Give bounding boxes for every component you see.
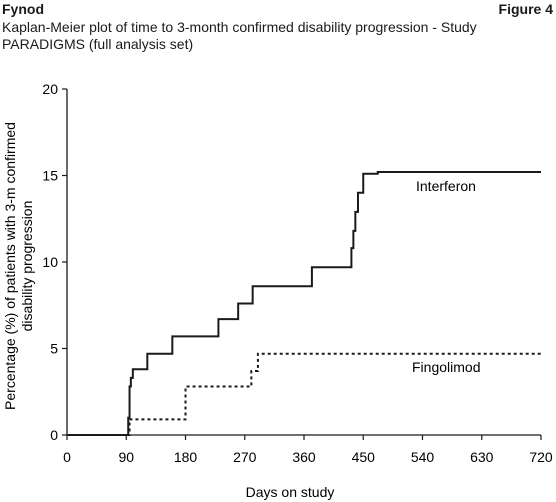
y-axis-label-line-1: Percentage (%) of patients with 3-m conf… <box>2 122 18 410</box>
x-tick-label-0: 0 <box>63 449 71 465</box>
x-axis-label: Days on study <box>246 484 335 500</box>
chart-caption: Kaplan-Meier plot of time to 3-month con… <box>2 19 532 53</box>
y-axis-label-line-2: disability progression <box>19 201 35 332</box>
caption-line-2: PARADIGMS (full analysis set) <box>2 36 194 52</box>
x-tick-label-90: 90 <box>118 449 134 465</box>
y-ticks: 0 5 10 15 20 <box>42 81 67 443</box>
axes <box>66 89 541 436</box>
y-tick-label-20: 20 <box>42 81 58 97</box>
y-tick-label-0: 0 <box>50 427 58 443</box>
series-line-fingolimod <box>67 352 541 436</box>
x-tick-label-540: 540 <box>411 449 435 465</box>
x-tick-label-360: 360 <box>292 449 316 465</box>
series-group <box>67 171 541 436</box>
x-tick-label-630: 630 <box>470 449 494 465</box>
y-tick-label-10: 10 <box>42 254 58 270</box>
brand-label: Fynod <box>2 1 44 17</box>
x-tick-label-720: 720 <box>529 449 553 465</box>
caption-line-1: Kaplan-Meier plot of time to 3-month con… <box>2 19 477 35</box>
figure-label: Figure 4 <box>498 1 553 17</box>
y-tick-label-5: 5 <box>50 341 58 357</box>
x-ticks: 0 90 180 270 360 450 540 630 720 <box>63 435 553 465</box>
y-tick-label-15: 15 <box>42 168 58 184</box>
x-tick-label-180: 180 <box>174 449 198 465</box>
series-line-interferon <box>67 171 541 436</box>
series-label-fingolimod: Fingolimod <box>412 359 480 375</box>
x-tick-label-270: 270 <box>233 449 257 465</box>
x-tick-label-450: 450 <box>352 449 376 465</box>
series-label-interferon: Interferon <box>416 178 476 194</box>
